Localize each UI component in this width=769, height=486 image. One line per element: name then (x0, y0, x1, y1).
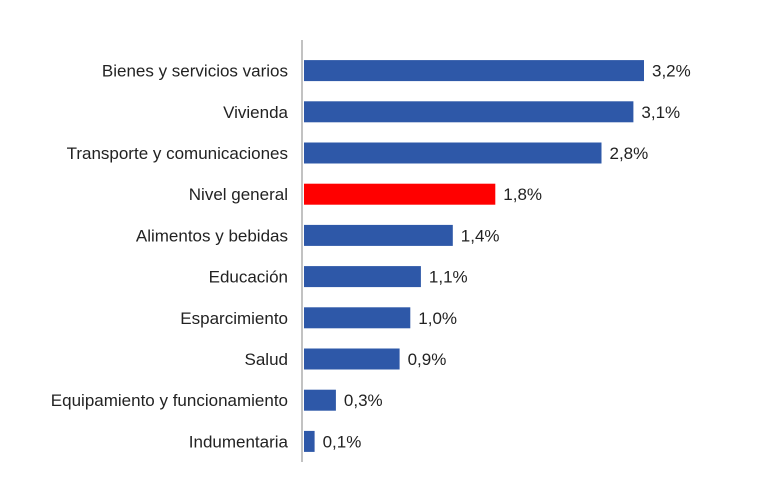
category-label: Educación (209, 268, 288, 287)
value-label: 0,3% (344, 391, 383, 410)
category-label: Equipamiento y funcionamiento (51, 391, 288, 410)
category-label: Esparcimiento (180, 309, 288, 328)
value-label: 1,0% (418, 309, 457, 328)
labels-group: Bienes y servicios varios 3,2% Vivienda 3,1… (51, 62, 691, 452)
bar-0 (304, 60, 644, 82)
value-label: 2,8% (610, 144, 649, 163)
category-label: Indumentaria (189, 432, 289, 451)
bar-9 (304, 430, 315, 452)
value-label: 3,2% (652, 62, 691, 81)
value-label: 0,1% (323, 432, 362, 451)
bar-4 (304, 224, 453, 246)
value-label: 1,1% (429, 268, 468, 287)
bar-1 (304, 101, 634, 123)
value-label: 0,9% (408, 350, 447, 369)
bar-2 (304, 142, 602, 164)
value-label: 3,1% (641, 103, 680, 122)
bar-7 (304, 348, 400, 370)
bars-group (304, 60, 644, 452)
value-label: 1,8% (503, 185, 542, 204)
category-label: Nivel general (189, 185, 288, 204)
category-label: Salud (245, 350, 288, 369)
bar-3 (304, 183, 496, 205)
category-label: Alimentos y bebidas (136, 226, 288, 245)
bar-8 (304, 389, 336, 411)
bar-6 (304, 307, 411, 329)
value-label: 1,4% (461, 226, 500, 245)
bar-5 (304, 266, 421, 288)
category-label: Bienes y servicios varios (102, 62, 288, 81)
category-label: Vivienda (223, 103, 288, 122)
category-label: Transporte y comunicaciones (67, 144, 288, 163)
